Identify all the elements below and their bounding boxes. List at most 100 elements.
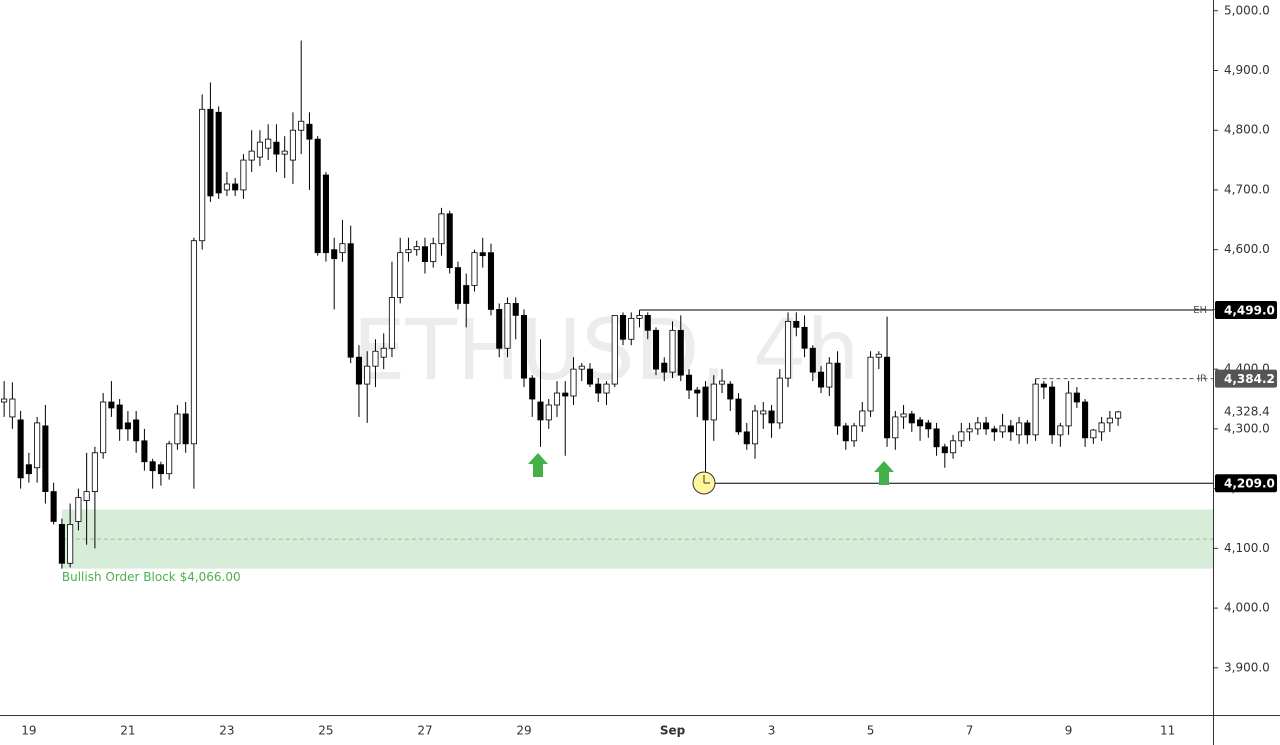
candle-body <box>925 422 932 430</box>
price-tag-label: 4,209.0 <box>1224 477 1275 491</box>
level-name: IR <box>1197 374 1207 385</box>
price-tag <box>1215 369 1277 388</box>
candle-body <box>124 422 131 430</box>
candle-body <box>553 392 561 406</box>
x-tick-label: 21 <box>120 724 135 738</box>
candle-body <box>512 303 519 316</box>
candle-body <box>487 252 495 310</box>
candle-body <box>859 410 866 427</box>
candle-body <box>793 320 800 328</box>
plot: Bullish Order Block $4,066.00 EH IR <box>1 40 1214 584</box>
candle-body <box>496 309 503 349</box>
x-tick-label: 5 <box>867 724 875 738</box>
candle-body <box>760 410 767 415</box>
candle-body <box>199 108 206 242</box>
candle-body <box>999 425 1006 433</box>
candle-body <box>1032 383 1039 436</box>
candle-body <box>867 356 874 412</box>
candle-body <box>405 249 412 254</box>
candle-body <box>950 440 957 454</box>
candle-body <box>190 240 197 445</box>
candle-body <box>388 297 395 349</box>
candle-body <box>438 213 445 245</box>
candle-body <box>306 123 313 140</box>
candle-body <box>207 108 214 197</box>
candle-body <box>58 524 65 564</box>
candle-body <box>397 252 404 298</box>
candle-body <box>174 413 181 445</box>
candle-body <box>826 362 833 388</box>
candle-body <box>545 404 552 421</box>
candle-body <box>182 413 189 445</box>
candle-body <box>504 303 511 349</box>
candle-body <box>1016 422 1023 436</box>
candle-body <box>265 138 272 149</box>
candle-body <box>884 356 891 439</box>
candle-body <box>619 314 627 340</box>
y-tick-label: 4,300.0 <box>1224 421 1270 435</box>
annotations <box>528 453 894 495</box>
candle-body <box>718 380 726 385</box>
candle-body <box>446 213 453 269</box>
y-tick-label: 5,000.0 <box>1224 3 1270 17</box>
candle-body <box>430 243 437 263</box>
candle-body <box>611 314 618 385</box>
candle-body <box>784 320 792 379</box>
candle-body <box>75 497 82 522</box>
candle-body <box>364 365 371 385</box>
candle-body <box>1073 392 1080 403</box>
candle-body <box>149 461 156 472</box>
price-tag-label: 4,384.2 <box>1224 372 1275 386</box>
candle-body <box>339 243 346 254</box>
candle-body <box>133 419 140 442</box>
candle-body <box>669 329 676 373</box>
candle-body <box>644 314 651 331</box>
x-tick-label: 7 <box>966 724 974 738</box>
candle-body <box>908 413 915 424</box>
candle-body <box>1 398 8 403</box>
candle-body <box>529 377 536 400</box>
candle-body <box>1065 392 1072 427</box>
candle-body <box>603 383 610 394</box>
candle-body <box>818 371 825 388</box>
price-tag <box>1215 474 1277 493</box>
candle-body <box>67 524 74 564</box>
candle-body <box>100 401 107 454</box>
candle-body <box>1057 425 1064 436</box>
candle-body <box>157 464 164 475</box>
candle-body <box>537 401 544 421</box>
candle-body <box>1049 386 1056 436</box>
candle-body <box>595 383 602 394</box>
candle-body <box>809 347 816 373</box>
candle-body <box>834 362 841 427</box>
candle-body <box>141 440 148 463</box>
last-price-label: 4,328.4 <box>1224 404 1270 418</box>
candle-body <box>232 183 239 191</box>
x-tick-label: 9 <box>1065 724 1073 738</box>
candle-body <box>50 491 57 522</box>
y-tick-label: 4,700.0 <box>1224 182 1270 196</box>
candle-body <box>917 419 924 427</box>
candle-body <box>974 422 981 430</box>
candle-body <box>421 246 429 263</box>
candle-body <box>240 159 247 191</box>
x-tick-label: 19 <box>21 724 36 738</box>
candle-body <box>108 401 115 409</box>
candle-body <box>347 243 354 358</box>
up-arrow <box>874 461 894 485</box>
candle-body <box>892 416 899 439</box>
candle-body <box>1090 429 1097 439</box>
candle-body <box>710 383 717 421</box>
candle-body <box>223 183 230 191</box>
candle-body <box>562 392 569 397</box>
candle-body <box>983 422 990 430</box>
x-tick-label: 25 <box>318 724 333 738</box>
candle-body <box>702 386 709 421</box>
candle-body <box>471 252 478 286</box>
candle-body <box>380 347 387 358</box>
candle-body <box>776 377 783 424</box>
candle-body <box>628 317 635 340</box>
candle-body <box>256 141 263 158</box>
y-tick-label: 4,000.0 <box>1224 601 1270 615</box>
